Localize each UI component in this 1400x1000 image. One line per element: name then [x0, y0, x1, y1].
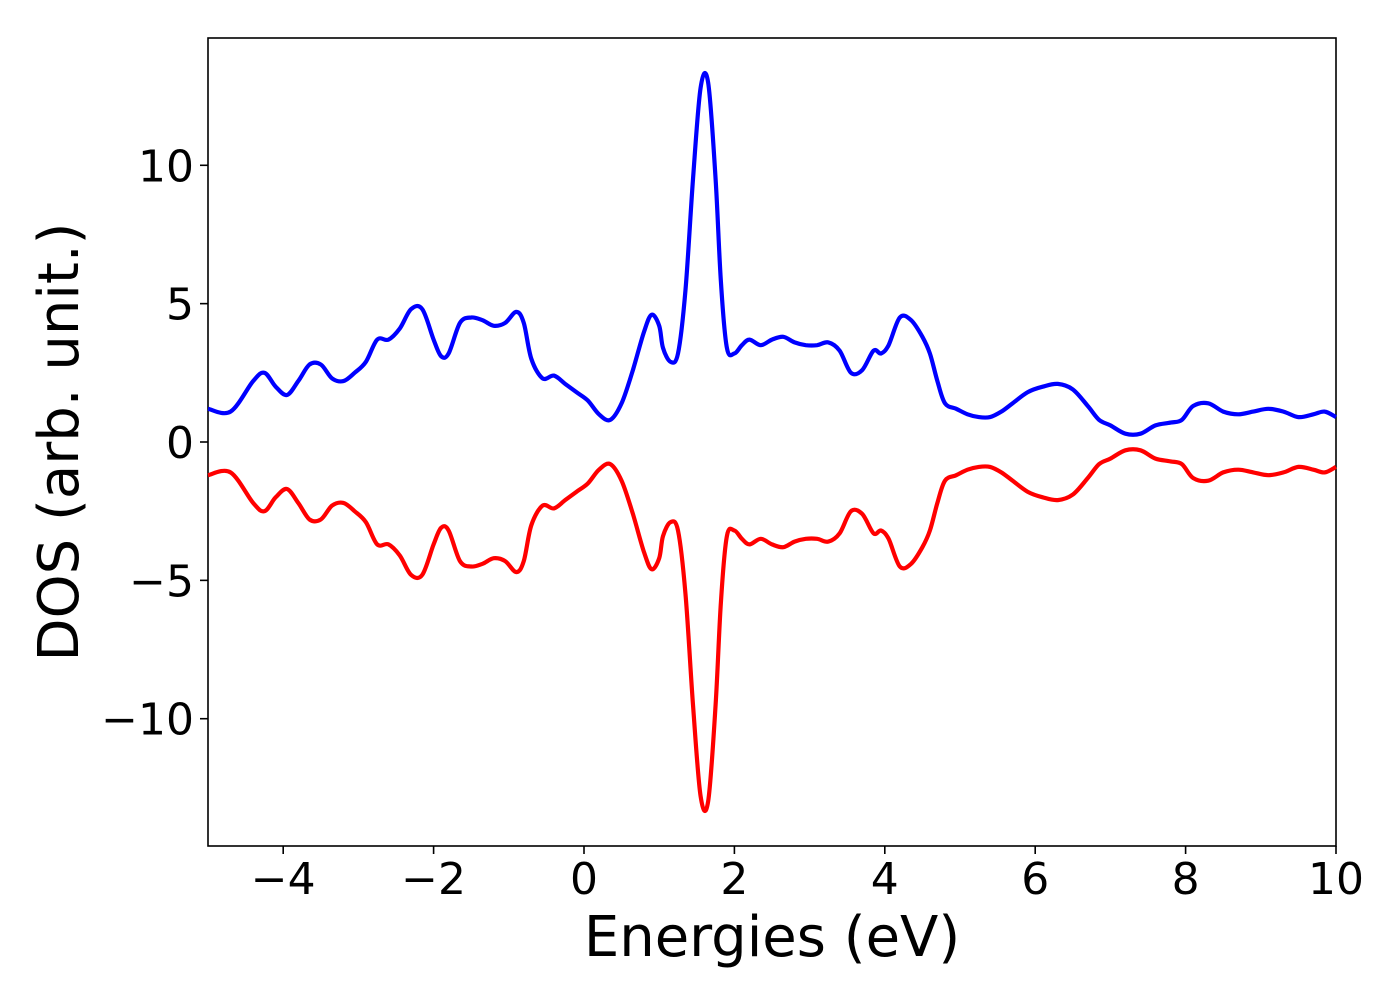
x-tick-label: 0 [570, 854, 598, 905]
x-tick-label: 2 [720, 854, 748, 905]
series-line-spin-down [207, 447, 1338, 813]
series-line-spin-up [207, 71, 1338, 437]
x-tick-label: 10 [1308, 854, 1364, 905]
x-axis-ticks: −4 −2 0 2 4 6 8 10 [251, 846, 1364, 905]
series-layer [207, 71, 1338, 813]
x-axis-label: Energies (eV) [584, 905, 960, 970]
y-tick-label: 10 [138, 141, 194, 192]
plot-frame [207, 37, 1337, 847]
plot-area: −4 −2 0 2 4 6 8 10 −10 −5 0 5 10 [101, 37, 1364, 905]
y-tick-label: 0 [166, 418, 194, 469]
y-tick-label: −5 [129, 556, 194, 607]
y-tick-label: −10 [101, 695, 194, 746]
x-tick-label: −2 [401, 854, 466, 905]
y-axis-ticks: −10 −5 0 5 10 [101, 141, 208, 746]
x-tick-label: 8 [1172, 854, 1200, 905]
x-tick-label: 6 [1021, 854, 1049, 905]
y-axis-label: DOS (arb. unit.) [27, 222, 92, 661]
x-tick-label: 4 [871, 854, 899, 905]
y-tick-label: 5 [166, 280, 194, 331]
x-tick-label: −4 [251, 854, 316, 905]
